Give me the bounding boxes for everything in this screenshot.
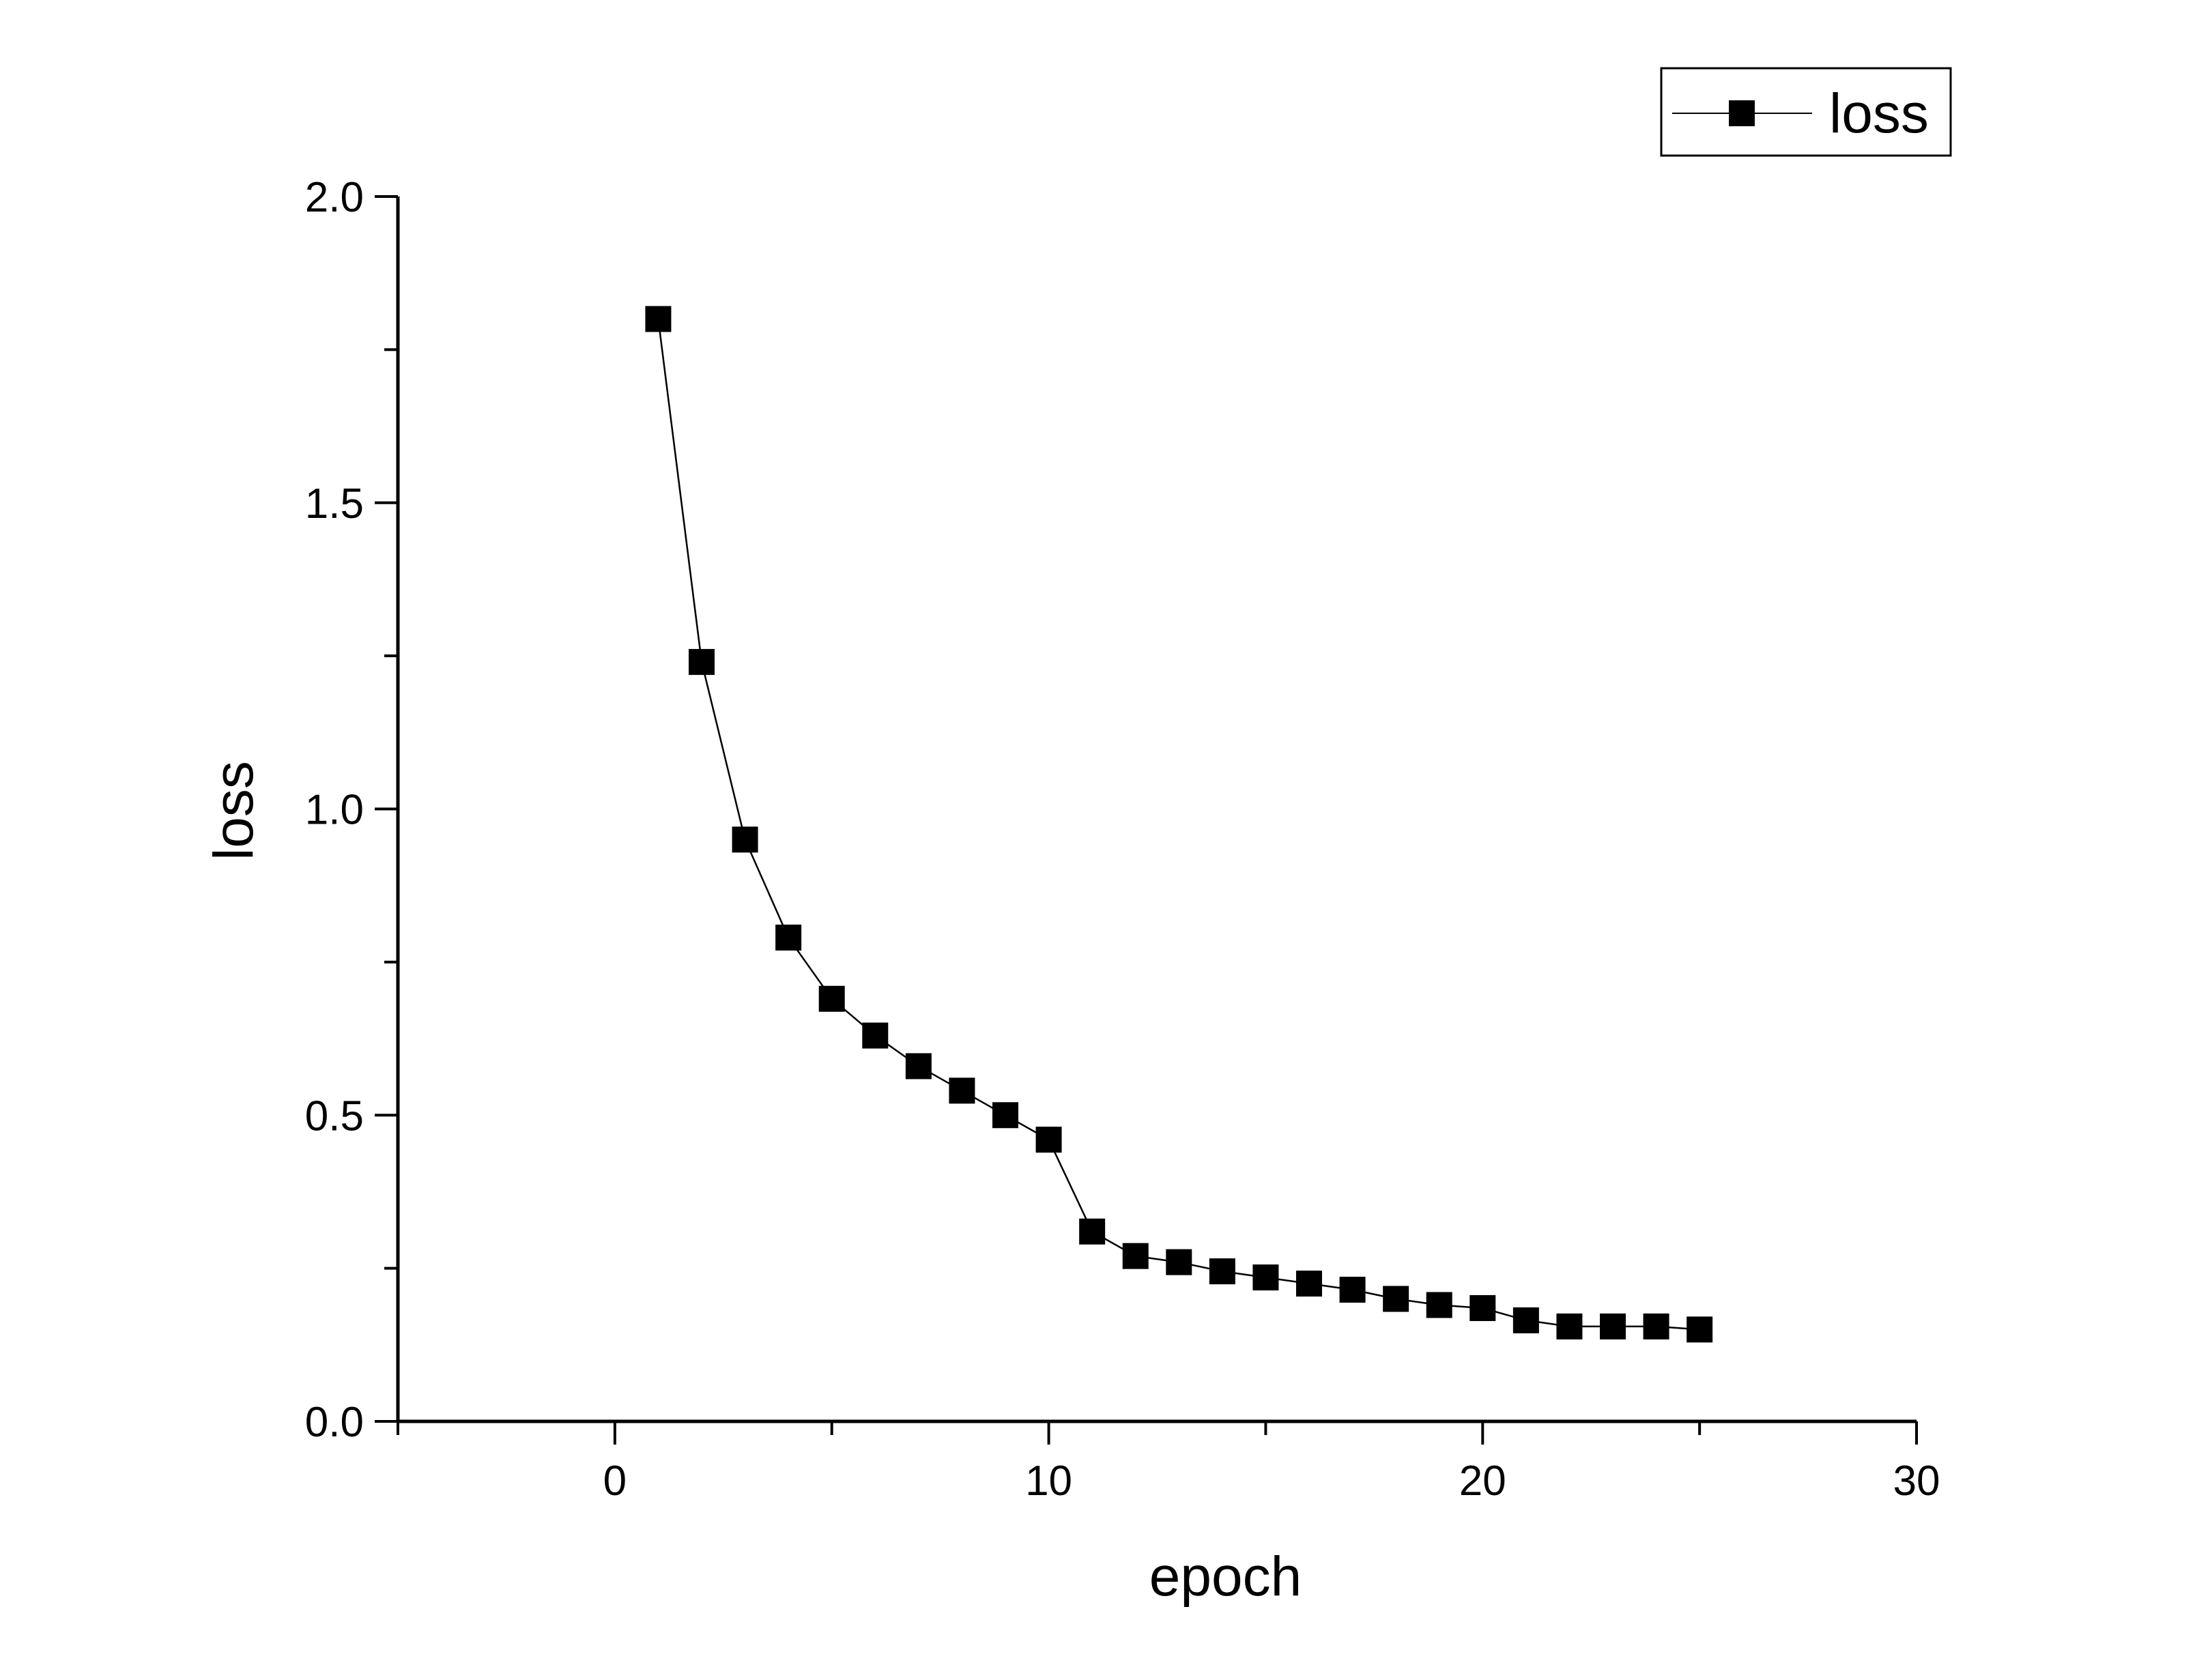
- data-point: [1643, 1313, 1669, 1339]
- data-point: [1035, 1127, 1062, 1153]
- data-point: [689, 649, 715, 676]
- data-point: [905, 1053, 932, 1080]
- data-point: [1600, 1313, 1626, 1339]
- data-point: [1252, 1264, 1279, 1291]
- data-point: [1426, 1292, 1452, 1318]
- data-point: [1122, 1243, 1149, 1269]
- data-point: [1209, 1258, 1235, 1285]
- x-tick-label: 20: [1459, 1458, 1506, 1505]
- y-tick-label: 1.5: [305, 480, 364, 527]
- data-point: [1512, 1307, 1539, 1333]
- data-point: [949, 1077, 975, 1104]
- x-tick-label: 30: [1893, 1458, 1940, 1505]
- legend-entry-label: loss: [1829, 83, 1929, 145]
- data-point: [775, 924, 802, 951]
- data-point: [1296, 1271, 1322, 1297]
- legend-box: [1660, 67, 1952, 157]
- x-tick-label: 0: [603, 1458, 627, 1505]
- data-point: [1339, 1277, 1366, 1303]
- y-axis-ticks: 0.0 0.5 1.0 1.5 2.0: [305, 174, 398, 1446]
- data-point: [1383, 1286, 1409, 1312]
- y-tick-label: 2.0: [305, 174, 364, 221]
- data-point: [862, 1022, 889, 1049]
- data-point: [1166, 1249, 1192, 1275]
- y-tick-label: 1.0: [305, 787, 364, 834]
- x-axis-ticks: 0 10 20 30: [397, 1421, 1940, 1505]
- y-tick-label: 0.5: [305, 1092, 364, 1140]
- y-tick-label: 0.0: [305, 1399, 364, 1446]
- data-point: [1469, 1294, 1496, 1321]
- data-point: [732, 826, 758, 853]
- data-point: [818, 985, 845, 1012]
- y-axis-title: loss: [203, 761, 265, 860]
- x-tick-label: 10: [1025, 1458, 1072, 1505]
- data-point: [1687, 1316, 1713, 1343]
- x-axis-title: epoch: [1149, 1546, 1302, 1608]
- data-point: [992, 1102, 1018, 1129]
- data-point: [1079, 1218, 1106, 1245]
- legend: loss: [1660, 67, 1952, 157]
- legend-marker-square: [1729, 100, 1755, 126]
- data-point: [645, 306, 672, 332]
- data-point: [1556, 1313, 1583, 1339]
- series-group: [645, 306, 1713, 1343]
- axes: 0 10 20 30 0.0 0.5 1.0 1.5 2.0: [305, 174, 1940, 1505]
